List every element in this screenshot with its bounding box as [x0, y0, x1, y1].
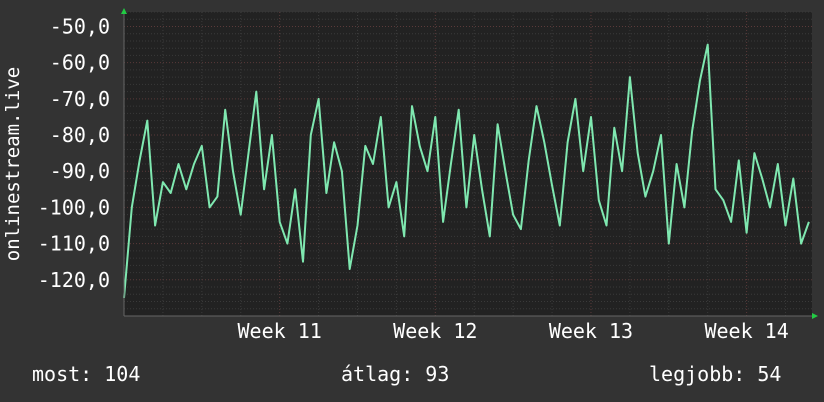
y-tick-label: -80,0 [50, 123, 110, 147]
current-value-label: most: 104 [32, 362, 141, 386]
x-tick-label: Week 12 [393, 319, 477, 343]
x-tick-label: Week 14 [704, 319, 788, 343]
best-value-label: legjobb: 54 [649, 362, 782, 386]
y-axis-label: onlinestream.live [2, 67, 24, 261]
y-tick-label: -60,0 [50, 51, 110, 75]
series-line [123, 43, 810, 298]
y-tick-label: -120,0 [38, 268, 110, 292]
average-value-label: átlag: 93 [341, 362, 450, 386]
x-axis-ticks: Week 11 Week 12 Week 13 Week 14 [238, 319, 789, 343]
y-tick-label: -90,0 [50, 159, 110, 183]
y-tick-label: -70,0 [50, 87, 110, 111]
y-tick-label: -110,0 [38, 232, 110, 256]
x-tick-label: Week 13 [549, 319, 633, 343]
x-axis-arrow-icon [812, 313, 818, 319]
x-tick-label: Week 11 [238, 319, 322, 343]
y-tick-label: -50,0 [50, 14, 110, 38]
y-tick-label: -100,0 [38, 195, 110, 219]
y-axis-arrow-icon [121, 8, 127, 14]
y-axis-ticks: -50,0 -60,0 -70,0 -80,0 -90,0 -100,0 -110,0 -12… [38, 14, 110, 291]
